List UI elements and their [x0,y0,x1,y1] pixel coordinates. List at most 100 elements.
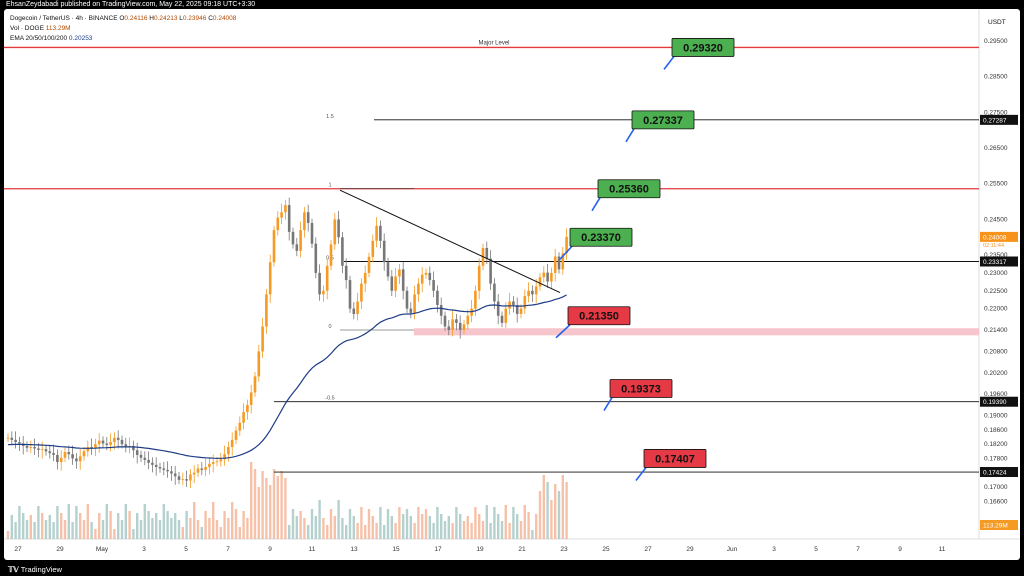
legend-volume-row: Vol · DOGE 113.29M [10,25,71,32]
candle-body [189,474,192,481]
x-tick-label: 27 [14,546,22,553]
x-tick-label: 3 [772,546,776,553]
price-chart[interactable]: 0.29500 0.28500 0.27500 0.26500 0.25500 0.245… [4,9,1020,560]
volume-bar [557,491,561,539]
volume-bar [86,504,89,539]
candle-body [261,326,264,352]
volume-bar [269,485,272,539]
candle-body [527,290,530,297]
candle-body [215,461,219,463]
volume-bar [546,482,549,539]
volume-bar [189,518,192,539]
candle-body [10,437,14,440]
y-tick-label: 0.21400 [984,327,1008,334]
candle-body [48,451,52,454]
badge-value: 0.27337 [643,115,683,127]
volume-bar [310,509,314,539]
volume-bar [318,500,321,539]
candle-body [166,469,169,472]
candle-body [352,308,356,314]
volume-bar [101,520,105,539]
volume-bar [238,527,241,539]
candle-body [390,276,394,291]
volume-bar [322,518,325,539]
x-tick-label: 21 [518,546,526,553]
candle-body [546,272,549,282]
support-zone [414,328,979,336]
y-tick-label: 0.20800 [984,348,1008,355]
volume-bar [234,509,238,539]
volume-bar [360,507,363,539]
candle-body [303,212,306,231]
x-tick-label: 7 [856,546,860,553]
candle-body [211,462,215,464]
candle-body [177,476,181,480]
candle-body [291,231,295,245]
candle-body [14,439,17,443]
volume-bar [60,513,63,539]
candle-body [356,301,359,314]
candle-body [71,454,74,459]
candle-body [458,322,462,331]
legend-low: 0.23946 [182,15,207,22]
volume-bar [402,514,405,539]
volume-bar [478,514,481,539]
volume-bar [554,484,557,539]
volume-bar [474,507,477,539]
y-tick-label: 0.29500 [984,38,1008,45]
x-tick-label: 23 [560,546,568,553]
volume-bar [22,513,25,539]
level-tag-bg [980,256,1018,267]
candle-body [500,315,504,323]
candle-body [230,439,234,448]
candle-body [29,447,33,448]
candle-body [496,301,500,316]
support-badge [609,379,673,398]
volume-bar [516,514,519,539]
x-tick-label: 9 [898,546,902,553]
volume-bar [500,521,504,539]
volume-bar [303,518,306,539]
fib-label: 1 [328,183,331,189]
candle-body [120,439,124,445]
x-tick-label: 17 [434,546,442,553]
candle-body [462,324,466,331]
volume-bar [204,511,207,539]
candle-body [124,444,128,448]
major-level-label: Major Level [478,40,509,46]
legend-open-label: O [119,15,125,22]
candle-body [105,443,109,445]
footer-brand: TradingView [20,565,62,574]
candle-body [447,326,451,331]
candle-body [538,277,542,287]
candle-body [97,440,101,445]
candle-body [295,244,299,251]
candle-body [534,286,538,295]
candle-body [565,236,568,254]
target-badge [597,179,661,199]
volume-bar [29,515,32,539]
x-tick-label: 25 [602,546,610,553]
candle-body [6,437,10,439]
candle-body [135,450,139,455]
y-tick-label: 0.19000 [984,413,1008,420]
candle-body [409,308,413,313]
candle-body [192,472,196,475]
candle-body [325,265,329,291]
legend-close-label: C [208,15,213,22]
volume-bar [493,507,496,539]
chart-panel[interactable]: 0.29500 0.28500 0.27500 0.26500 0.25500 0.245… [4,9,1020,560]
volume-bar [242,511,245,539]
volume-bar [158,520,162,539]
candle-body [154,464,158,468]
x-tick-label: 11 [939,546,946,553]
volume-tag: 113.29M [983,523,1008,530]
legend-low-label: L [179,15,183,22]
volume-bar [386,509,390,539]
candle-body [523,296,527,309]
candle-body [439,305,443,316]
candle-body [109,442,112,445]
candle-body [272,230,276,263]
y-tick-label: 0.28500 [984,74,1008,81]
candle-body [401,269,405,291]
